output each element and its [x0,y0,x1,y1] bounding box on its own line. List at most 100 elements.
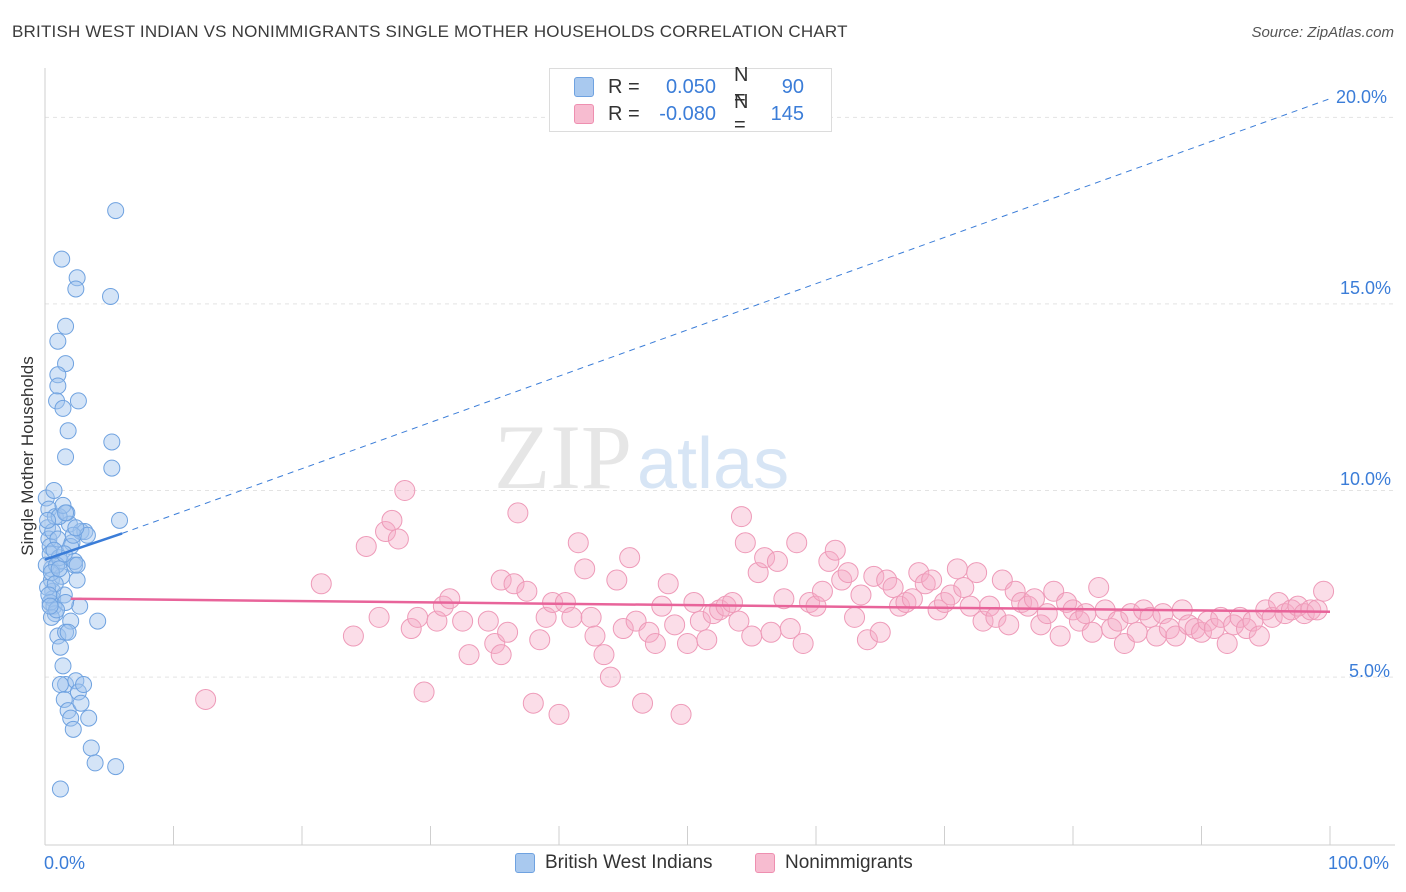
british-west-indians-point [51,676,69,694]
british-west-indians-point [42,564,60,582]
british-west-indians-point [49,332,67,350]
nonimmigrants-point [953,577,975,599]
nonimmigrants-point [452,610,474,632]
british-west-indians-point [53,250,71,268]
nonimmigrants-point [844,606,866,628]
british-west-indians-point [75,676,93,694]
nonimmigrants-point [580,606,602,628]
british-west-indians-point [49,377,67,395]
british-west-indians-point [54,399,72,417]
nonimmigrants-point [856,629,878,651]
british-west-indians-point [45,481,63,499]
series-legend-item[interactable]: Nonimmigrants [755,852,913,874]
watermark: ZIP atlas [494,406,789,508]
legend-r-value: -0.080 [659,102,716,125]
british-west-indians-point [68,556,86,574]
nonimmigrants-point [818,550,840,572]
x-tick-label: 100.0% [1328,853,1390,873]
nonimmigrants-point [490,569,512,591]
nonimmigrants-point [741,625,763,647]
nonimmigrants-point [1293,603,1315,625]
british-west-indians-point [55,690,73,708]
nonimmigrants-point [1036,603,1058,625]
nonimmigrants-point [1004,580,1026,602]
nonimmigrants-point [574,558,596,580]
british-west-indians-point [49,627,67,645]
nonimmigrants-point [593,644,615,666]
british-west-indians-point [59,623,77,641]
chart-title: BRITISH WEST INDIAN VS NONIMMIGRANTS SIN… [12,22,848,41]
trend-lines [44,98,1331,614]
y-tick-label: 20.0% [1336,87,1388,107]
watermark-zip: ZIP [494,406,632,508]
x-tick-label: 0.0% [44,853,86,873]
y-axis-title: Single Mother Households [18,356,37,556]
british-west-indians-point [69,392,87,410]
nonimmigrants-point [779,618,801,640]
nonimmigrants-point [766,550,788,572]
nonimmigrants-point [850,584,872,606]
series-legend: British West Indians Nonimmigrants [0,852,1406,876]
legend-swatch-blue [574,77,594,97]
nonimmigrants-point [863,565,885,587]
british-west-indians-point [111,511,129,529]
nonimmigrants-point [1184,618,1206,640]
nonimmigrants-point [310,573,332,595]
nonimmigrants-point [1229,606,1251,628]
nonimmigrants-point [1088,577,1110,599]
gridlines [45,116,1395,678]
nonimmigrants-point [1146,625,1168,647]
nonimmigrants-point [638,621,660,643]
axes [44,68,1395,846]
nonimmigrants-point [497,621,519,643]
nonimmigrants-points [195,479,1335,725]
british-west-indians-point [62,709,80,727]
british-west-indians-point [103,459,121,477]
nonimmigrants-point [561,606,583,628]
nonimmigrants-point [375,521,397,543]
nonimmigrants-point [529,629,551,651]
nonimmigrants-point [1300,599,1322,621]
british-west-indians-point [57,676,75,694]
british-west-indians-point [107,758,125,776]
nonimmigrants-point [522,692,544,714]
y-tick-label: 15.0% [1340,278,1392,298]
nonimmigrants-point [355,535,377,557]
nonimmigrants-point [651,595,673,617]
nonimmigrants-point [548,703,570,725]
nonimmigrants-point [882,577,904,599]
nonimmigrants-point [584,625,606,647]
correlation-legend: R = 0.050 N = 90 R = -0.080 N = 145 [549,64,832,136]
nonimmigrants-point [599,666,621,688]
british-west-indians-point [39,511,57,529]
nonimmigrants-point [1306,599,1328,621]
legend-n-label: N = [734,91,749,136]
nonimmigrants-point [1274,603,1296,625]
nonimmigrants-point [702,603,724,625]
british-west-indians-point [51,638,69,656]
nonimmigrants-point [773,588,795,610]
nonimmigrants-point [507,502,529,524]
nonimmigrants-point [458,644,480,666]
nonimmigrants-point [342,625,364,647]
nonimmigrants-point [946,558,968,580]
series-legend-label: Nonimmigrants [785,852,913,873]
nonimmigrants-point [503,573,525,595]
nonimmigrants-point [567,532,589,554]
nonimmigrants-point [1075,603,1097,625]
source-label: Source: ZipAtlas.com [1251,24,1394,41]
nonimmigrants-point [490,644,512,666]
nonimmigrants-point [619,547,641,569]
british-west-indians-trend-extension [121,98,1331,534]
nonimmigrants-point [811,580,833,602]
series-legend-item[interactable]: British West Indians [515,852,713,874]
nonimmigrants-point [760,621,782,643]
nonimmigrants-point [1030,614,1052,636]
legend-n-label: N = [734,64,749,109]
british-west-indians-point [71,597,89,615]
british-west-indians-point [107,202,125,220]
nonimmigrants-point [940,584,962,606]
nonimmigrants-point [966,562,988,584]
nonimmigrants-point [786,532,808,554]
